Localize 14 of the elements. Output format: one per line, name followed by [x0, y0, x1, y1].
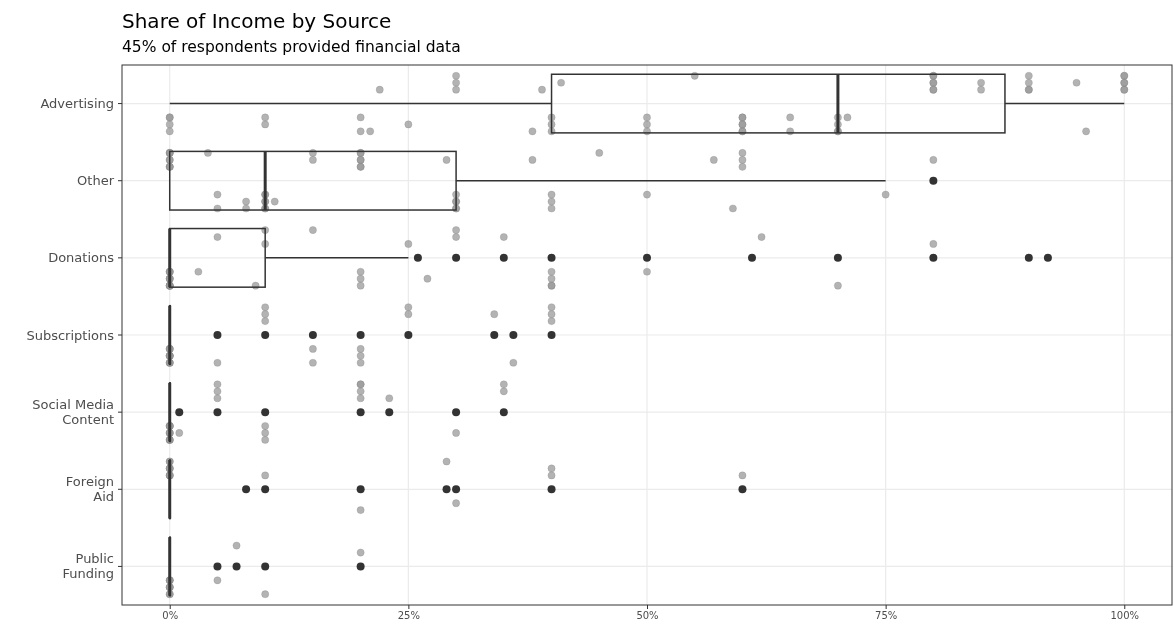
y-tick-label: Foreign Aid: [65, 474, 114, 505]
x-tick-label: 100%: [1110, 610, 1140, 622]
y-tick-label: Social Media Content: [32, 397, 114, 428]
y-tick-label: Subscriptions: [26, 327, 115, 343]
y-tick-label: Other: [77, 173, 115, 189]
chart-subtitle: 45% of respondents provided financial data: [122, 38, 461, 56]
chart-title: Share of Income by Source: [122, 9, 392, 33]
y-tick-label: Public Funding: [62, 551, 114, 582]
y-tick-label: Donations: [48, 250, 115, 266]
x-tick-label: 75%: [875, 610, 898, 622]
y-tick-label: Advertising: [40, 96, 114, 112]
x-tick-label: 50%: [636, 610, 659, 622]
x-tick-label: 25%: [397, 610, 420, 622]
x-tick-label: 0%: [162, 610, 179, 622]
